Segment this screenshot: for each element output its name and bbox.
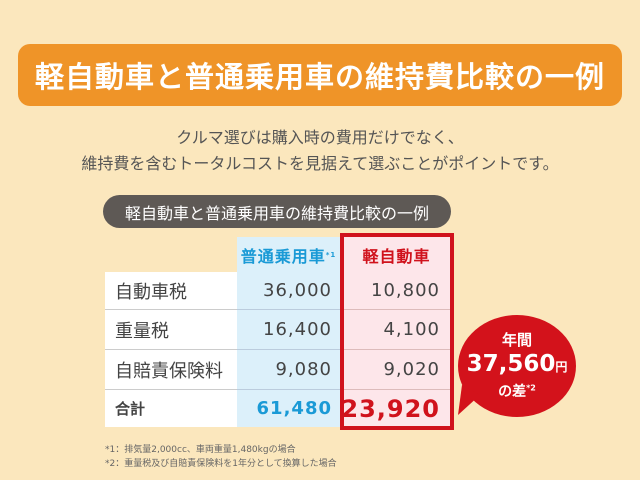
row-label: 自動車税 (105, 272, 237, 310)
footnote-1: *1：排気量2,000cc、車両重量1,480kgの場合 (105, 445, 296, 455)
header-note: *1 (325, 250, 337, 259)
bubble-amount: 37,560 (466, 351, 556, 377)
row-kei-value: 9,020 (343, 350, 450, 390)
table-caption: 軽自動車と普通乗用車の維持費比較の一例 (103, 195, 451, 228)
kei-highlight-border (340, 233, 454, 430)
row-label: 重量税 (105, 310, 237, 350)
total-label: 合計 (105, 390, 237, 427)
row-regular-value: 9,080 (237, 350, 340, 390)
bubble-tail (458, 385, 480, 415)
bubble-note: *2 (526, 383, 536, 393)
header-regular-label: 普通乗用車 (240, 246, 326, 266)
footnote-2: *2：重量税及び自賠責保険料を1年分として換算した場合 (105, 459, 337, 469)
lead-text-2: 維持費を含むトータルコストを見据えて選ぶことがポイントです。 (81, 154, 559, 173)
difference-bubble: 年間 37,560円 の差*2 (458, 315, 576, 417)
bubble-line3: の差 (498, 384, 527, 400)
header-kei: 軽自動車 (343, 237, 450, 272)
row-regular-value: 16,400 (237, 310, 340, 350)
page-title-banner: 軽自動車と普通乗用車の維持費比較の一例 (18, 44, 622, 106)
row-label: 自賠責保険料 (105, 350, 237, 390)
total-regular-value: 61,480 (237, 390, 340, 427)
header-regular: 普通乗用車 *1 (237, 237, 340, 272)
row-regular-value: 36,000 (237, 272, 340, 310)
bubble-unit: 円 (555, 360, 568, 374)
lead-text-1: クルマ選びは購入時の費用だけでなく、 (176, 128, 464, 147)
row-kei-value: 4,100 (343, 310, 450, 350)
total-kei-value: 23,920 (341, 390, 450, 427)
bubble-line1: 年間 (501, 331, 532, 349)
row-kei-value: 10,800 (343, 272, 450, 310)
